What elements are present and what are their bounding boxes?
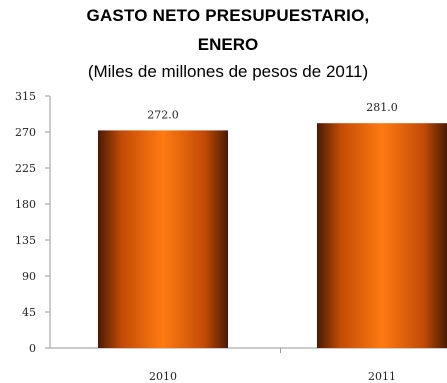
data-label-2011: 281.0 <box>366 101 398 114</box>
y-tick-label: 315 <box>15 90 36 103</box>
y-tick-label: 45 <box>22 306 36 319</box>
bars <box>98 123 447 348</box>
chart-title: GASTO NETO PRESUPUESTARIO, <box>86 6 370 25</box>
y-tick-label: 225 <box>15 162 36 175</box>
data-label-2010: 272.0 <box>147 108 179 121</box>
x-tick-label-2010: 2010 <box>149 370 177 383</box>
bar-2010 <box>98 130 228 348</box>
y-tick-label: 0 <box>29 342 36 355</box>
y-tick-label: 135 <box>15 234 36 247</box>
x-tick-label-2011: 2011 <box>368 370 396 383</box>
labels: 272.0 2010 281.0 2011 <box>147 101 398 383</box>
chart-subtitle: (Miles de millones de pesos de 2011) <box>87 62 369 81</box>
y-tick-label: 270 <box>15 126 36 139</box>
y-tick-label: 180 <box>15 198 36 211</box>
y-tick-label: 90 <box>22 270 36 283</box>
bar-2011 <box>317 123 447 348</box>
chart-title-line-2: ENERO <box>197 35 259 54</box>
